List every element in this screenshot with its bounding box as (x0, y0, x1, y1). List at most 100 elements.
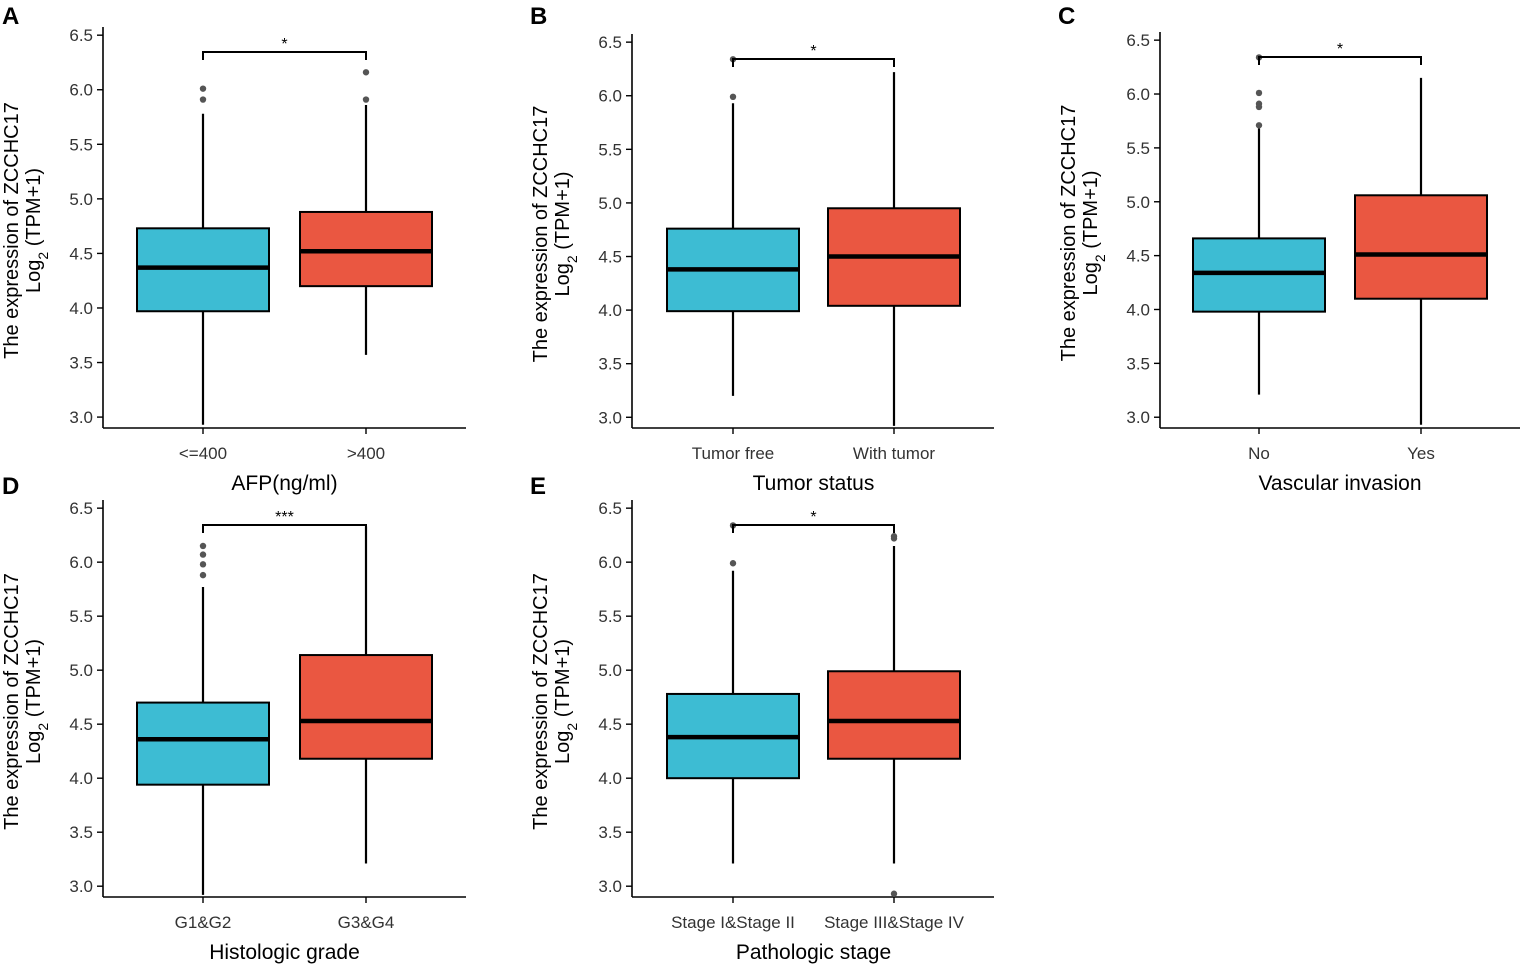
y-tick-label: 3.0 (69, 877, 93, 896)
panel-letter: D (2, 473, 19, 500)
y-tick-label: 6.0 (598, 87, 622, 106)
y-axis-title-line1: The expression of ZCCHC17 (1058, 105, 1080, 362)
box-group-1 (666, 56, 800, 396)
significance-label: * (1337, 41, 1343, 58)
outlier-point (199, 96, 207, 103)
y-tick-label: 3.5 (1126, 354, 1150, 373)
y-axis-title-line1: The expression of ZCCHC17 (1, 573, 23, 830)
y-tick-label: 5.5 (69, 135, 93, 154)
box-group-1 (666, 522, 800, 864)
y-tick-label: 6.0 (598, 553, 622, 572)
panel-letter: C (1058, 3, 1075, 30)
y-tick-label: 6.5 (1126, 31, 1150, 50)
x-axis-title: Pathologic stage (736, 941, 891, 964)
y-tick-label: 3.5 (598, 355, 622, 374)
iqr-box (827, 670, 961, 760)
outlier-point (1255, 122, 1263, 129)
box-group-2 (299, 69, 433, 355)
y-tick-label: 5.0 (598, 194, 622, 213)
x-tick-label: Tumor free (692, 444, 775, 463)
y-tick-label: 5.0 (69, 661, 93, 680)
significance-bracket (202, 524, 367, 533)
iqr-box (136, 701, 270, 786)
x-tick-label: With tumor (853, 444, 936, 463)
panel-d: D 3.0 3.5 4.0 4.5 5.0 5.5 6.0 6.5 The expression … (1, 473, 466, 964)
y-tick-label: 3.5 (598, 823, 622, 842)
x-axis-title: Histologic grade (209, 941, 360, 964)
y-tick-label: 4.5 (69, 715, 93, 734)
outlier-point (362, 69, 370, 76)
y-axis-title: The expression of ZCCHC17 Log2 (TPM+1) (530, 573, 580, 830)
outlier-point (890, 890, 898, 897)
significance-bracket (732, 524, 895, 533)
y-tick-label: 6.0 (1126, 85, 1150, 104)
y-tick-label: 6.5 (69, 26, 93, 45)
box-group-1 (1192, 54, 1326, 395)
x-tick-label: Stage I&Stage II (671, 913, 795, 932)
significance-label: * (810, 509, 816, 526)
box-group-2 (1354, 77, 1488, 425)
x-axis-title: Tumor status (753, 472, 875, 495)
x-tick-label: Yes (1407, 444, 1435, 463)
y-tick-label: 6.5 (69, 499, 93, 518)
outlier-point (729, 93, 737, 101)
y-tick-label: 3.0 (598, 877, 622, 896)
y-axis-title-line2: Log2 (TPM+1) (552, 639, 580, 764)
panel-a: A 3.0 3.5 4.0 4.5 5.0 5.5 6.0 6.5 The expression … (1, 3, 466, 495)
significance-label: * (810, 43, 816, 60)
x-axis-title: AFP(ng/ml) (231, 472, 337, 495)
y-tick-label: 5.0 (1126, 193, 1150, 212)
box-group-1 (136, 85, 270, 425)
y-tick-label: 3.5 (69, 823, 93, 842)
panel-letter: B (530, 3, 547, 30)
y-tick-label: 4.5 (598, 248, 622, 267)
y-axis-title: The expression of ZCCHC17 Log2 (TPM+1) (1, 102, 51, 359)
y-tick-label: 3.0 (69, 408, 93, 427)
box-group-2 (299, 526, 433, 864)
y-tick-label: 3.0 (1126, 408, 1150, 427)
panel-b: B 3.0 3.5 4.0 4.5 5.0 5.5 6.0 6.5 The expression … (530, 3, 994, 495)
y-tick-label: 3.0 (598, 408, 622, 427)
panel-e: E 3.0 3.5 4.0 4.5 5.0 5.5 6.0 6.5 The expression … (530, 473, 994, 964)
x-tick-label: >400 (347, 444, 385, 463)
y-tick-label: 5.5 (69, 607, 93, 626)
significance-label: *** (275, 509, 294, 526)
y-axis-title: The expression of ZCCHC17 Log2 (TPM+1) (530, 106, 580, 363)
y-axis-title-line2: Log2 (TPM+1) (1080, 170, 1108, 295)
outlier-point (199, 571, 207, 579)
panel-c: C 3.0 3.5 4.0 4.5 5.0 5.5 6.0 6.5 The expression … (1058, 3, 1520, 495)
y-tick-label: 6.5 (598, 499, 622, 518)
panel-letter: E (530, 473, 546, 500)
y-tick-label: 5.5 (598, 140, 622, 159)
y-tick-label: 4.5 (598, 715, 622, 734)
outlier-point (1255, 100, 1263, 107)
outlier-point (199, 85, 207, 92)
y-axis-title-line2: Log2 (TPM+1) (23, 639, 51, 764)
y-axis-title-line2: Log2 (TPM+1) (552, 171, 580, 296)
y-axis-title-line2: Log2 (TPM+1) (23, 168, 51, 293)
x-tick-label: No (1248, 444, 1270, 463)
outlier-point (199, 542, 207, 550)
iqr-box (1354, 194, 1488, 300)
y-tick-label: 5.0 (598, 661, 622, 680)
y-tick-label: 4.5 (69, 244, 93, 263)
y-axis-title-line1: The expression of ZCCHC17 (530, 106, 552, 363)
y-axis-title: The expression of ZCCHC17 Log2 (TPM+1) (1, 573, 51, 830)
y-tick-label: 6.5 (598, 33, 622, 52)
y-axis-title-line1: The expression of ZCCHC17 (530, 573, 552, 830)
box-group-2 (827, 533, 961, 897)
significance-bracket (202, 51, 367, 60)
y-tick-label: 5.0 (69, 190, 93, 209)
significance-bracket (732, 58, 895, 67)
outlier-point (199, 561, 207, 568)
y-tick-label: 5.5 (598, 607, 622, 626)
x-tick-label: <=400 (179, 444, 227, 463)
y-tick-label: 4.0 (1126, 300, 1150, 319)
outlier-point (1255, 89, 1263, 97)
y-tick-label: 4.0 (69, 299, 93, 318)
y-tick-label: 4.5 (1126, 247, 1150, 266)
x-tick-label: G1&G2 (175, 913, 232, 932)
y-tick-label: 6.0 (69, 553, 93, 572)
y-tick-label: 5.5 (1126, 139, 1150, 158)
y-tick-label: 4.0 (598, 769, 622, 788)
